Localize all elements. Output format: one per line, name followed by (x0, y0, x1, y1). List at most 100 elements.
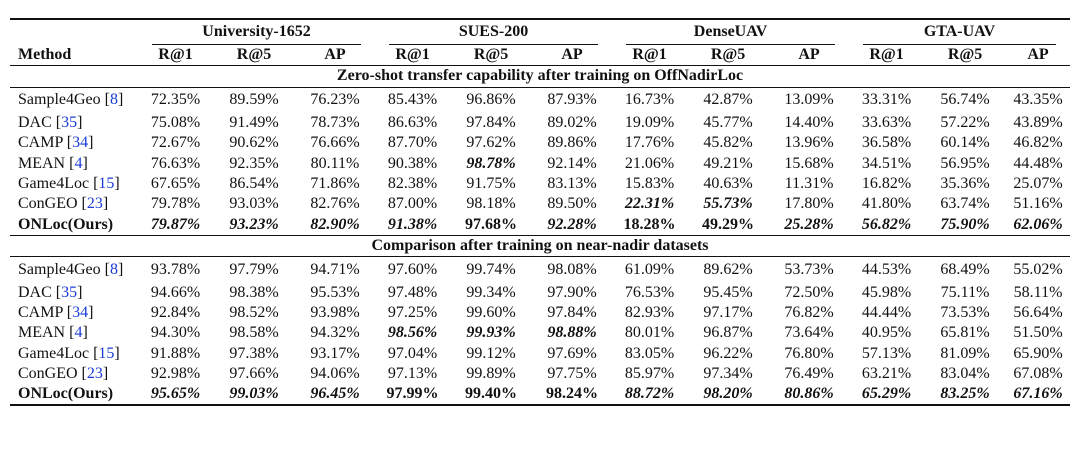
value-cell: 13.96% (784, 134, 834, 152)
table-row: CAMP [34] 72.67% 90.62% 76.66% 87.70% 97.62% 8… (10, 133, 1070, 153)
citation-link[interactable]: 35 (61, 114, 78, 132)
method-cell: Sample4Geo [8] (10, 257, 138, 283)
value-cell: 15.68% (784, 154, 834, 172)
method-cell: MEAN [4] (10, 323, 138, 343)
method-cell: CAMP [34] (10, 133, 138, 153)
value-cell: 41.80% (861, 195, 912, 213)
value-cell: 91.49% (229, 114, 279, 132)
citation-link[interactable]: 8 (109, 91, 118, 109)
citation-link[interactable]: 4 (74, 154, 83, 172)
value-cell: 98.88% (547, 324, 597, 342)
citation-link[interactable]: 8 (109, 260, 118, 278)
value-cell: 97.84% (466, 114, 516, 132)
value-cell: 87.93% (547, 91, 597, 109)
method-name: Game4Loc [ (18, 344, 99, 362)
value-cell: 42.87% (703, 91, 753, 109)
dataset-label: SUES-200 (389, 20, 599, 45)
value-cell: 80.01% (624, 324, 675, 342)
value-cell: 25.28% (784, 215, 834, 233)
value-cell: 43.89% (1013, 114, 1063, 132)
value-cell: 11.31% (784, 174, 834, 192)
method-name: MEAN [ (18, 154, 75, 172)
citation-link[interactable]: 15 (98, 174, 115, 192)
value-cell: 61.09% (624, 260, 675, 278)
value-cell: 73.53% (940, 303, 990, 321)
value-cell: 93.17% (310, 344, 360, 362)
value-cell: 98.38% (229, 283, 279, 301)
value-cell: 93.23% (229, 215, 279, 233)
method-name: CAMP [ (18, 134, 73, 152)
value-cell: 36.58% (861, 134, 912, 152)
citation-link[interactable]: 35 (61, 283, 78, 301)
value-cell: 97.48% (387, 283, 438, 301)
value-cell: 99.93% (466, 324, 516, 342)
value-cell: 98.78% (466, 154, 516, 172)
value-cell: 94.06% (310, 364, 360, 382)
value-cell: 91.38% (387, 215, 438, 233)
value-cell: 97.34% (703, 364, 753, 382)
value-cell: 78.73% (310, 114, 360, 132)
citation-link[interactable]: 4 (74, 324, 83, 342)
dataset-header-row: University-1652 SUES-200 DenseUAV GTA-UA… (10, 19, 1071, 45)
value-cell: 92.35% (229, 154, 279, 172)
value-cell: 73.64% (784, 324, 834, 342)
value-cell: 44.48% (1013, 154, 1063, 172)
value-cell: 55.73% (703, 195, 753, 213)
citation-link[interactable]: 34 (72, 303, 89, 321)
value-cell: 75.08% (150, 114, 201, 132)
citation-link[interactable]: 23 (86, 364, 103, 382)
value-cell: 63.21% (861, 364, 912, 382)
value-cell: 83.25% (940, 385, 990, 403)
value-cell: 86.54% (229, 174, 279, 192)
value-cell: 92.98% (150, 364, 201, 382)
value-cell: 96.22% (703, 344, 753, 362)
value-cell: 51.16% (1013, 195, 1063, 213)
metric-header: AP (561, 46, 583, 63)
value-cell: 98.24% (546, 385, 599, 403)
value-cell: 96.87% (703, 324, 753, 342)
metric-header-row: Method R@1 R@5 AP R@1 R@5 AP R@1 R@5 AP … (10, 45, 1070, 66)
value-cell: 82.93% (624, 303, 675, 321)
value-cell: 65.81% (940, 324, 990, 342)
value-cell: 99.12% (466, 344, 516, 362)
value-cell: 91.75% (466, 174, 516, 192)
value-cell: 34.51% (861, 154, 912, 172)
method-cell: CAMP [34] (10, 303, 138, 323)
value-cell: 97.25% (387, 303, 438, 321)
section-header-row: Comparison after training on near-nadir … (10, 235, 1071, 256)
value-cell: 99.74% (466, 260, 516, 278)
value-cell: 83.04% (940, 364, 990, 382)
method-cell: ONLoc(Ours) (10, 384, 138, 405)
citation-bracket: ] (82, 154, 88, 172)
value-cell: 33.63% (861, 114, 912, 132)
citation-link[interactable]: 23 (86, 195, 103, 213)
table-row: Sample4Geo [8] 93.78% 97.79% 94.71% 97.60% 99… (10, 256, 1071, 283)
value-cell: 98.08% (547, 260, 597, 278)
value-cell: 87.00% (387, 195, 438, 213)
value-cell: 60.14% (940, 134, 990, 152)
value-cell: 45.77% (703, 114, 753, 132)
value-cell: 82.90% (310, 215, 360, 233)
dataset-header-gta-uav: GTA-UAV (849, 19, 1070, 45)
method-cell: Game4Loc [15] (10, 344, 138, 364)
value-cell: 65.90% (1013, 344, 1063, 362)
value-cell: 22.31% (624, 195, 675, 213)
citation-link[interactable]: 15 (98, 344, 115, 362)
table-row: MEAN [4] 76.63% 92.35% 80.11% 90.38% 98.78% 92… (10, 154, 1070, 174)
value-cell: 56.74% (940, 91, 990, 109)
table-row: Sample4Geo [8] 72.35% 89.59% 76.23% 85.43% 96… (10, 87, 1071, 113)
value-cell: 97.68% (465, 215, 518, 233)
value-cell: 97.17% (703, 303, 753, 321)
metric-header: R@5 (710, 46, 746, 63)
method-name: Sample4Geo [ (18, 91, 110, 109)
value-cell: 94.30% (150, 324, 201, 342)
citation-link[interactable]: 34 (72, 134, 89, 152)
value-cell: 76.23% (310, 91, 360, 109)
value-cell: 92.14% (547, 154, 597, 172)
method-header: Method (18, 46, 72, 63)
value-cell: 43.35% (1013, 91, 1063, 109)
value-cell: 93.03% (229, 195, 279, 213)
value-cell: 58.11% (1013, 283, 1063, 301)
value-cell: 94.32% (310, 324, 360, 342)
